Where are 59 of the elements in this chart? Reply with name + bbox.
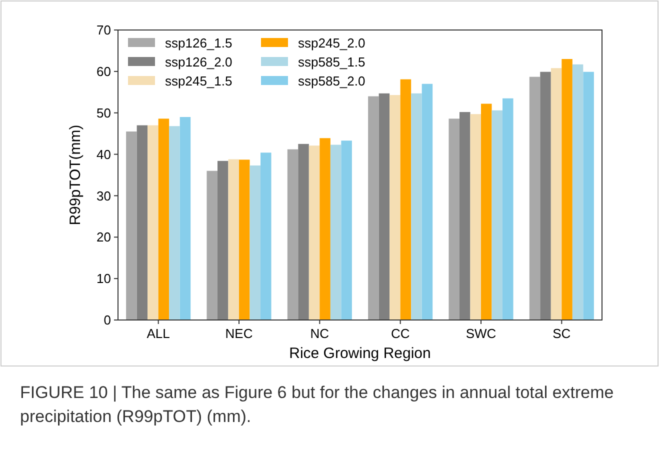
y-tick-label: 70 <box>96 22 111 38</box>
y-tick-label: 40 <box>96 146 111 162</box>
x-tick-label: ALL <box>146 326 170 341</box>
bar <box>572 64 584 320</box>
bar <box>378 93 390 320</box>
y-axis-title: R99pTOT(mm) <box>67 124 84 226</box>
bar <box>217 160 228 320</box>
bar <box>481 104 492 320</box>
bar <box>158 118 170 320</box>
x-tick-label: CC <box>390 326 410 341</box>
bar <box>180 117 191 320</box>
x-tick-label: NEC <box>225 326 253 341</box>
legend-label: ssp126_1.5 <box>165 36 232 51</box>
x-tick-label: SC <box>552 326 571 341</box>
y-tick-label: 60 <box>96 64 111 79</box>
bar <box>148 125 158 320</box>
bar <box>529 76 540 320</box>
bar <box>239 160 250 320</box>
bar <box>583 72 594 320</box>
bar <box>492 110 503 320</box>
bar <box>390 95 400 320</box>
legend-label: ssp126_2.0 <box>165 54 232 70</box>
y-tick-label: 30 <box>96 188 111 204</box>
caption: FIGURE 10 | The same as Figure 6 but for the changes in annual total extreme precipitation (R99pTOT) (mm). <box>20 383 614 426</box>
y-tick-label: 20 <box>96 230 111 245</box>
bar <box>287 149 298 320</box>
legend-label: ssp585_1.5 <box>298 54 366 70</box>
bar <box>562 59 572 320</box>
bar <box>298 144 309 320</box>
bar <box>260 152 272 320</box>
x-axis-title: Rice Growing Region <box>289 345 431 362</box>
bar <box>422 84 433 320</box>
bar <box>470 114 481 320</box>
bar <box>308 146 320 320</box>
bar <box>459 112 470 320</box>
bar <box>368 96 379 320</box>
bar <box>228 159 239 320</box>
bar <box>330 144 342 320</box>
bar <box>169 126 180 320</box>
bar <box>250 165 261 320</box>
y-tick-label: 50 <box>96 105 111 120</box>
bar <box>400 79 412 320</box>
bar <box>540 72 551 320</box>
legend-label: ssp245_1.5 <box>165 74 232 89</box>
bar <box>550 68 562 320</box>
y-tick-label: 0 <box>104 312 111 328</box>
bar <box>502 98 514 320</box>
bar <box>206 170 218 320</box>
x-tick-label: SWC <box>466 326 496 341</box>
y-tick-label: 10 <box>96 271 111 286</box>
bar <box>320 138 330 320</box>
bar <box>126 132 137 320</box>
legend-label: ssp585_2.0 <box>298 74 366 89</box>
bar <box>136 125 148 320</box>
bar <box>341 140 352 320</box>
bar <box>411 93 422 320</box>
legend-label: ssp245_2.0 <box>298 36 366 51</box>
x-tick-label: NC <box>310 326 330 341</box>
bar <box>448 118 460 320</box>
